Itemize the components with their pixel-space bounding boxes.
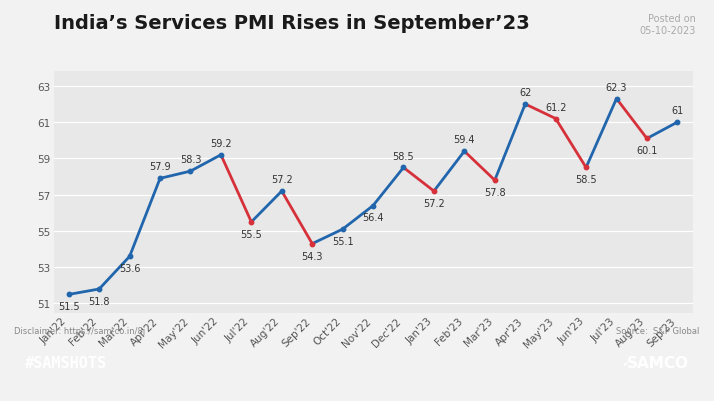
Text: 58.3: 58.3 — [180, 155, 201, 165]
Text: 61: 61 — [671, 106, 683, 116]
Text: ✓: ✓ — [621, 356, 632, 369]
Text: 57.2: 57.2 — [423, 198, 445, 209]
Text: Disclaimer: https://sam-co.in/8j: Disclaimer: https://sam-co.in/8j — [14, 326, 146, 335]
Text: 53.6: 53.6 — [119, 263, 141, 273]
Text: 62.3: 62.3 — [605, 83, 628, 93]
Text: 60.1: 60.1 — [636, 146, 658, 156]
Text: SAMCO: SAMCO — [627, 355, 689, 371]
Text: Posted on: Posted on — [648, 14, 696, 24]
Text: 51.8: 51.8 — [89, 296, 110, 306]
Text: 58.5: 58.5 — [575, 175, 597, 185]
Text: Source:  S&P Global: Source: S&P Global — [616, 326, 700, 335]
Text: 05-10-2023: 05-10-2023 — [640, 26, 696, 36]
Text: 58.5: 58.5 — [393, 151, 414, 161]
Text: 51.5: 51.5 — [58, 302, 79, 312]
Text: India’s Services PMI Rises in September’23: India’s Services PMI Rises in September’… — [54, 14, 529, 33]
Text: 57.9: 57.9 — [149, 162, 171, 172]
Text: 62: 62 — [519, 88, 531, 98]
Text: 54.3: 54.3 — [301, 251, 323, 261]
Text: 59.2: 59.2 — [210, 139, 232, 148]
Text: 57.8: 57.8 — [484, 188, 506, 198]
Text: 61.2: 61.2 — [545, 102, 566, 112]
Text: 57.2: 57.2 — [271, 175, 293, 185]
Text: 55.5: 55.5 — [241, 229, 262, 239]
Text: 55.1: 55.1 — [332, 237, 353, 246]
Text: #SAMSHOTS: #SAMSHOTS — [25, 355, 107, 371]
Text: 56.4: 56.4 — [362, 213, 384, 223]
Text: 59.4: 59.4 — [453, 135, 475, 145]
